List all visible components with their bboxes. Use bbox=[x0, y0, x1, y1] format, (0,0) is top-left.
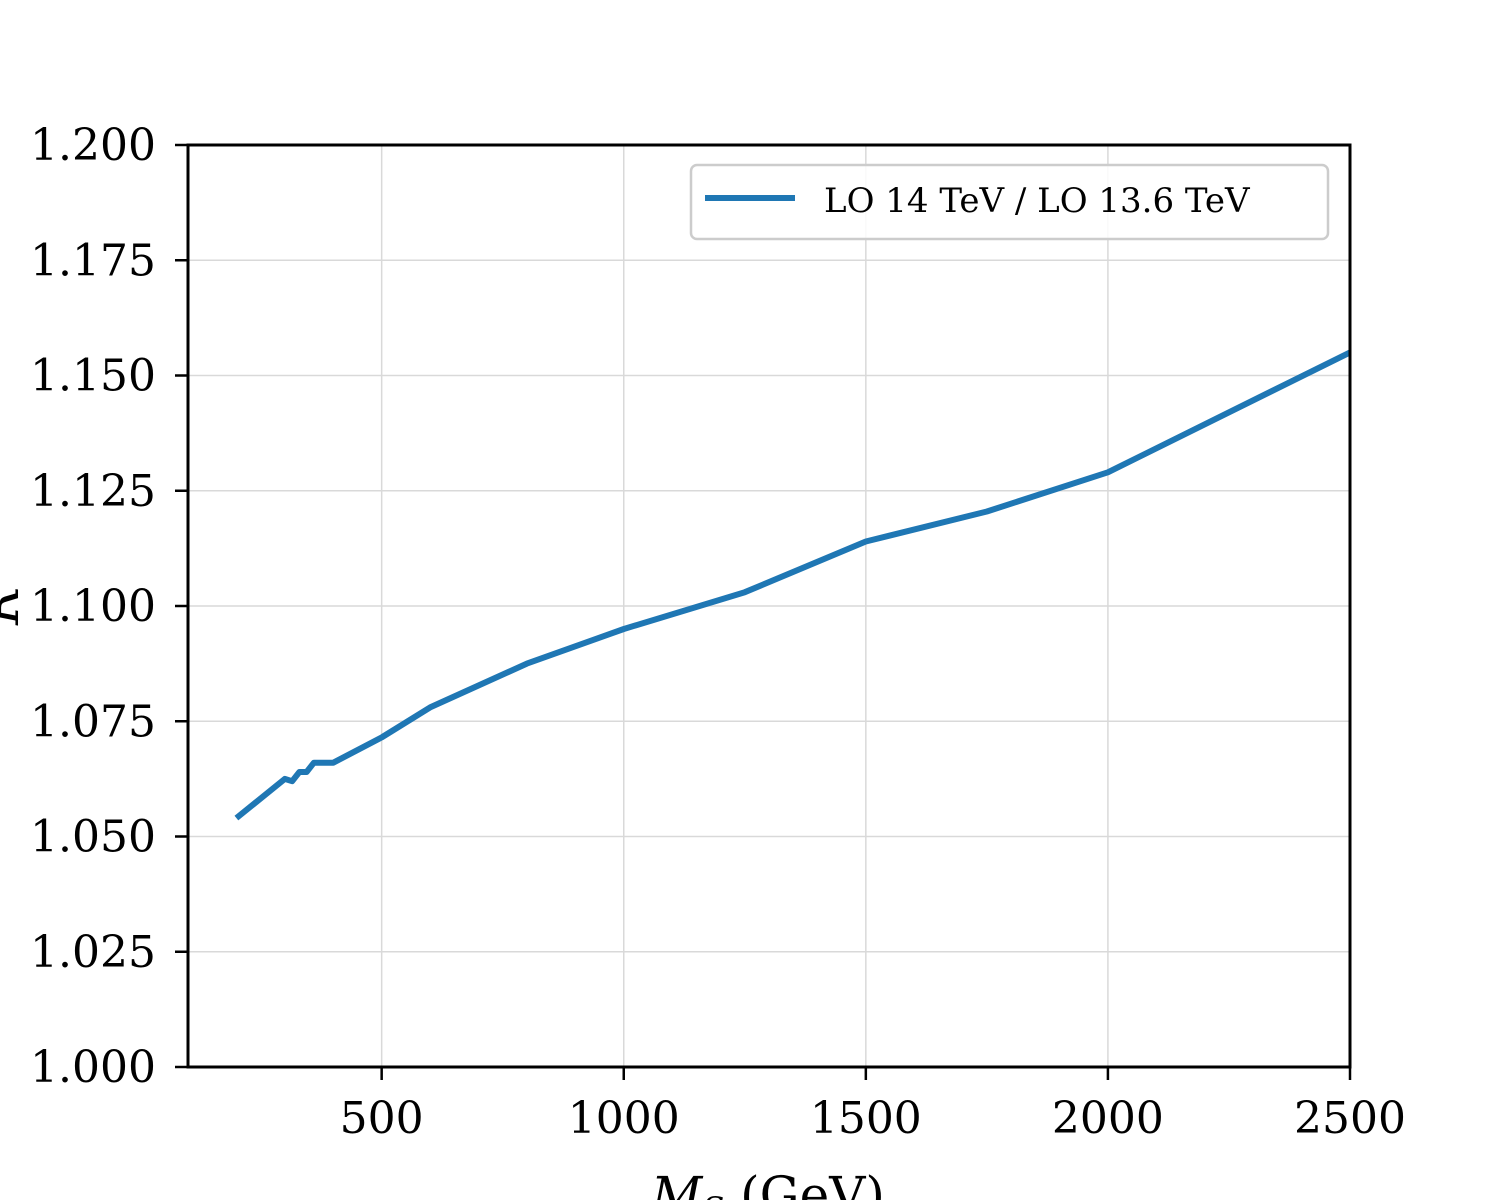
series-layer bbox=[234, 349, 1352, 821]
x-tick-label: 1500 bbox=[810, 1093, 922, 1144]
x-tick-label: 500 bbox=[340, 1093, 424, 1144]
y-tick-label: 1.025 bbox=[30, 927, 156, 978]
legend: LO 14 TeV / LO 13.6 TeV bbox=[689, 163, 1330, 241]
y-tick-label: 1.125 bbox=[30, 466, 156, 517]
y-tick-label: 1.050 bbox=[30, 812, 156, 863]
y-tick-label: 1.150 bbox=[30, 351, 156, 402]
y-tick-label: 1.000 bbox=[30, 1042, 156, 1093]
y-tick-label: 1.100 bbox=[30, 581, 156, 632]
y-tick-label: 1.200 bbox=[30, 120, 156, 171]
x-tick-label: 2000 bbox=[1052, 1093, 1164, 1144]
y-tick-label: 1.175 bbox=[30, 235, 156, 286]
ticks: 500 1000 1500 2000 2500 1.000 1.025 1.050 1.075 1… bbox=[30, 120, 1406, 1144]
grid bbox=[188, 144, 1351, 1068]
y-axis-label: R bbox=[0, 587, 30, 626]
x-axis-label: MS (GeV) bbox=[650, 1166, 885, 1200]
legend-box bbox=[689, 163, 1330, 241]
x-tick-label: 1000 bbox=[568, 1093, 680, 1144]
legend-entry-label: LO 14 TeV / LO 13.6 TeV bbox=[824, 181, 1251, 221]
series-line-0 bbox=[234, 349, 1352, 821]
y-tick-label: 1.075 bbox=[30, 696, 156, 747]
x-tick-label: 2500 bbox=[1294, 1093, 1406, 1144]
